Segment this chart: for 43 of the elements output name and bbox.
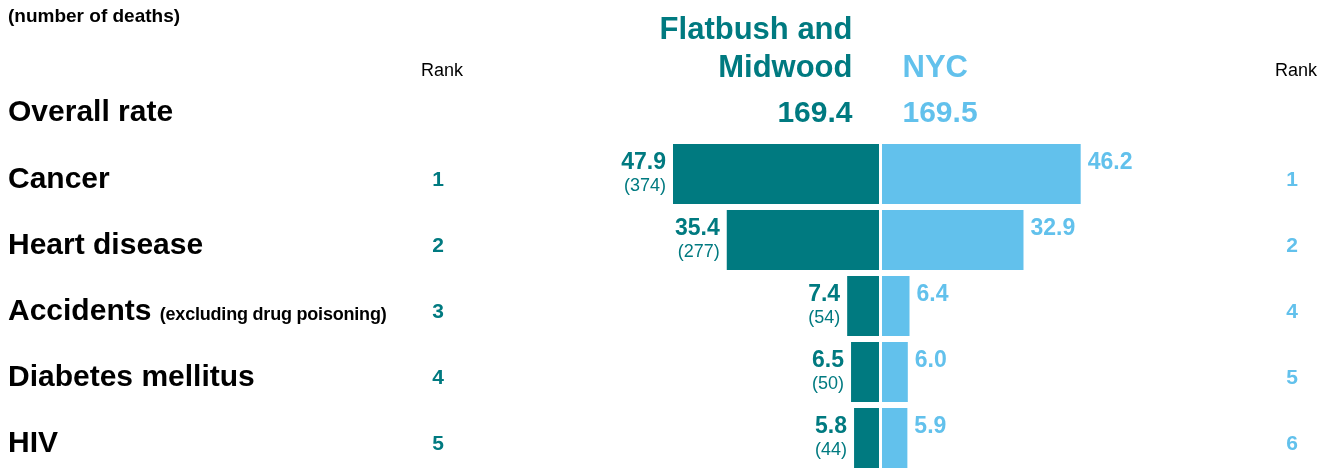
data-label: 35.4 (277) xyxy=(674,214,720,261)
y-tick-label: Cancer xyxy=(8,161,110,194)
text: 169.4 xyxy=(777,95,853,128)
data-label: 6.5 (50) xyxy=(812,346,845,393)
data-label: 5.9 xyxy=(914,412,947,438)
data-label: 32.9 xyxy=(1030,214,1076,240)
bar xyxy=(851,342,879,402)
bar xyxy=(882,276,910,336)
bar xyxy=(882,144,1081,204)
data-label: 47.9 (374) xyxy=(621,148,666,195)
text: Rank xyxy=(420,60,464,80)
text: 1 xyxy=(1286,166,1298,190)
text: 2 xyxy=(432,232,444,256)
bar xyxy=(726,210,879,270)
bar xyxy=(882,210,1024,270)
text: 5 xyxy=(1286,364,1298,388)
text: (number of deaths) xyxy=(8,5,181,26)
bar xyxy=(882,408,908,468)
text: 4 xyxy=(432,364,444,388)
bar xyxy=(882,342,908,402)
text: 3 xyxy=(432,298,444,322)
y-tick-label: HIV xyxy=(8,425,59,458)
text: Overall rate xyxy=(8,94,174,127)
series-label: NYC xyxy=(902,48,969,86)
data-label: 6.0 xyxy=(914,346,947,372)
data-label: 6.4 xyxy=(916,280,949,306)
text: Rank xyxy=(1274,60,1318,80)
bar xyxy=(673,144,879,204)
bar xyxy=(854,408,879,468)
bar xyxy=(847,276,879,336)
y-tick-label: Accidents (excluding drug poisoning) xyxy=(8,293,387,326)
y-tick-label: Heart disease xyxy=(8,227,204,260)
y-tick-label: Diabetes mellitus xyxy=(8,359,255,392)
text: 6 xyxy=(1286,430,1298,454)
data-label: 46.2 xyxy=(1087,148,1133,174)
text: 5 xyxy=(432,430,444,454)
text: 169.5 xyxy=(902,95,978,128)
data-label: 5.8 (44) xyxy=(815,412,848,459)
series-label: Flatbush and Midwood xyxy=(658,10,853,86)
data-label: 7.4 (54) xyxy=(808,280,841,327)
text: 1 xyxy=(432,166,444,190)
text: 2 xyxy=(1286,232,1298,256)
text: 4 xyxy=(1286,298,1298,322)
